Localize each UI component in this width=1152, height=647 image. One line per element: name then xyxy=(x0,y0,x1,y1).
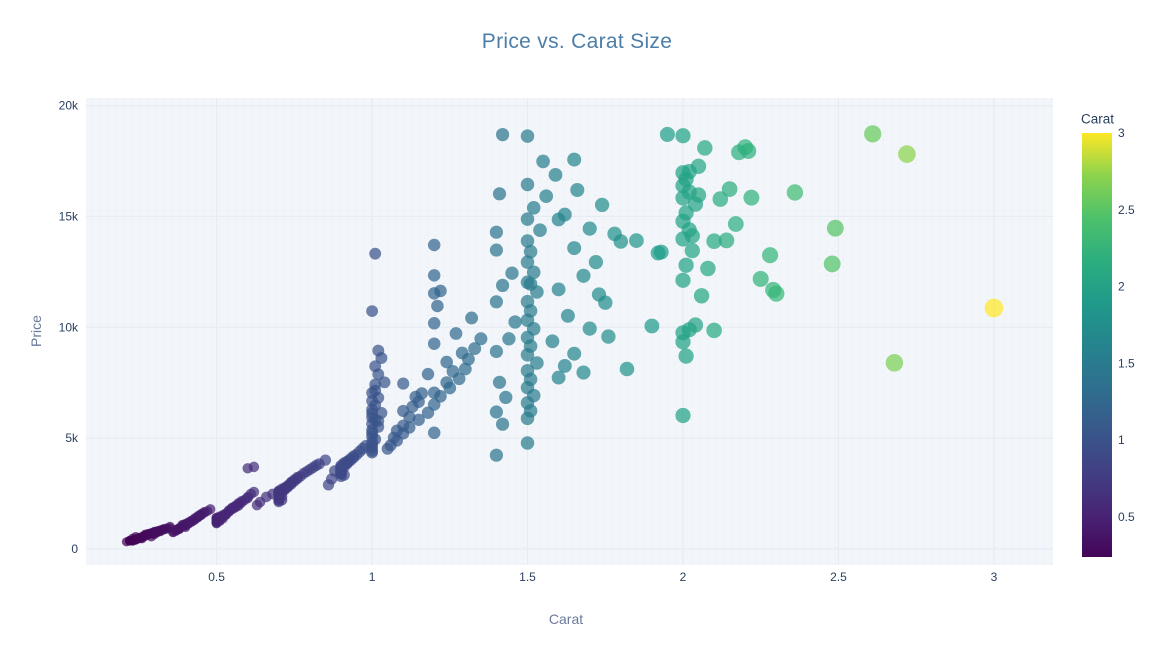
x-tick-label: 2.5 xyxy=(830,570,847,584)
colorbar-tick-label: 0.5 xyxy=(1118,510,1135,524)
y-tick-label: 5k xyxy=(65,431,79,445)
x-tick-label: 2 xyxy=(680,570,687,584)
colorbar-tick-label: 1.5 xyxy=(1118,356,1135,370)
colorbar-tick-label: 3 xyxy=(1118,126,1125,140)
colorbar-title: Carat xyxy=(1081,111,1115,127)
y-tick-label: 15k xyxy=(59,209,79,223)
colorbar-tick-label: 2 xyxy=(1118,280,1125,294)
x-tick-label: 1 xyxy=(369,570,376,584)
colorbar-tick-label: 1 xyxy=(1118,433,1125,447)
x-tick-label: 3 xyxy=(991,570,998,584)
x-tick-label: 0.5 xyxy=(208,570,225,584)
chart-title: Price vs. Carat Size xyxy=(481,30,673,53)
y-tick-label: 10k xyxy=(59,320,79,334)
x-tick-label: 1.5 xyxy=(519,570,536,584)
y-tick-label: 0 xyxy=(71,542,78,556)
colorbar-tick-label: 2.5 xyxy=(1118,203,1135,217)
y-tick-label: 20k xyxy=(59,99,79,113)
x-axis-title: Carat xyxy=(548,611,584,627)
